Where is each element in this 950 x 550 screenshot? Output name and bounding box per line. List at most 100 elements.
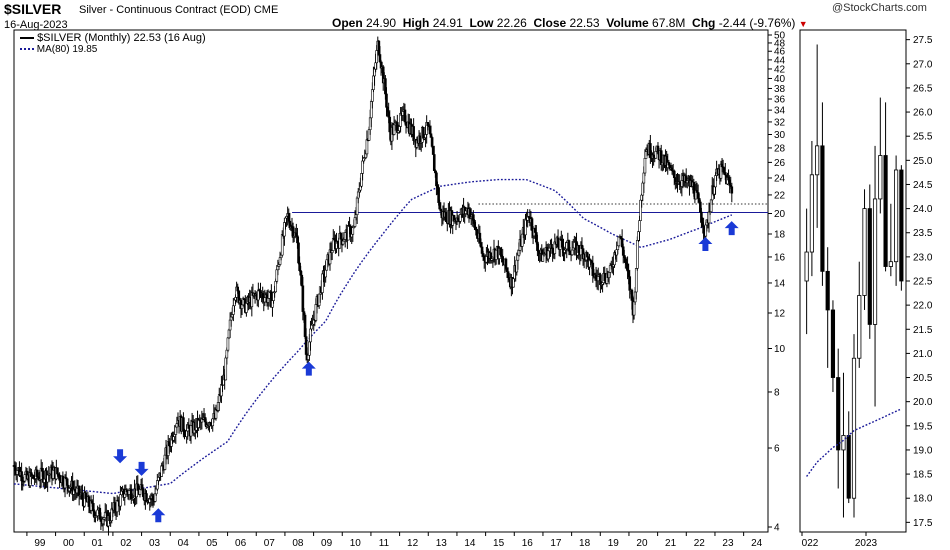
low-label: Low — [469, 16, 494, 30]
close-label: Close — [533, 16, 567, 30]
main-x-tick-label: 11 — [379, 538, 390, 549]
main-x-tick-label: 10 — [350, 538, 362, 549]
zoom-x-tick-label: 2023 — [855, 538, 878, 549]
main-x-tick-label: 00 — [63, 538, 75, 549]
main-candle — [432, 154, 436, 171]
zoom-y-tick-label: 23.0 — [913, 252, 933, 263]
main-x-tick-label: 07 — [264, 538, 276, 549]
main-x-tick-label: 12 — [407, 538, 419, 549]
main-x-tick-label: 09 — [321, 538, 333, 549]
zoom-candle — [878, 155, 883, 200]
main-candle — [634, 268, 638, 293]
high-label: High — [402, 16, 430, 30]
description: Silver - Continuous Contract (EOD) — [79, 4, 251, 16]
main-candle — [115, 499, 119, 513]
main-x-tick-label: 16 — [522, 538, 534, 549]
exchange: CME — [253, 4, 279, 16]
main-candle — [504, 258, 508, 269]
zoom-candle — [899, 169, 904, 282]
main-y-tick-label: 46 — [774, 47, 786, 58]
zoom-candle — [851, 357, 857, 499]
main-x-tick-label: 18 — [579, 538, 591, 549]
up-arrow-icon — [724, 221, 739, 236]
zoom-y-tick-label: 17.5 — [913, 518, 933, 529]
zoom-candle — [883, 155, 888, 267]
main-candle — [119, 494, 122, 507]
zoom-y-tick-label: 21.0 — [913, 349, 933, 360]
main-x-tick-label: 05 — [206, 538, 218, 549]
zoom-y-tick-label: 27.5 — [913, 35, 933, 46]
main-y-tick-label: 20 — [774, 209, 786, 220]
main-candle — [724, 172, 727, 176]
ma-legend-icon — [20, 48, 34, 51]
main-candle — [730, 186, 734, 194]
main-candle — [226, 337, 230, 351]
zoom-y-tick-label: 26.5 — [913, 83, 933, 94]
up-arrow-icon — [698, 236, 713, 251]
main-candle — [365, 139, 369, 155]
price-legend-icon — [20, 37, 34, 40]
close-value: 22.53 — [569, 16, 600, 30]
zoom-y-tick-label: 18.0 — [913, 494, 933, 505]
main-candle — [310, 324, 313, 330]
main-y-tick-label: 40 — [774, 74, 786, 85]
main-y-tick-label: 6 — [774, 444, 780, 455]
up-arrow-icon — [151, 508, 166, 523]
ma80-line — [13, 178, 733, 495]
ohlc-readout: Open 24.90 High 24.91 Low 22.26 Close 22… — [332, 16, 808, 30]
chart-date: 16-Aug-2023 — [4, 19, 68, 31]
main-candle — [51, 469, 55, 479]
main-candle — [430, 137, 434, 147]
main-y-tick-label: 44 — [774, 55, 786, 66]
zoom-candle — [862, 208, 867, 296]
zoom-y-tick-label: 22.0 — [913, 301, 933, 312]
main-y-tick-label: 14 — [774, 278, 786, 289]
zoom-y-tick-label: 26.0 — [913, 108, 933, 119]
main-x-tick-label: 21 — [665, 538, 677, 549]
main-candle — [636, 240, 639, 269]
main-candles — [12, 36, 734, 536]
chg-label: Chg — [692, 16, 716, 30]
symbol: $SILVER — [4, 1, 62, 17]
main-x-tick-label: 24 — [751, 538, 763, 549]
main-y-tick-label: 50 — [774, 31, 786, 42]
zoom-y-tick-label: 19.0 — [913, 445, 933, 456]
zoom-candle — [867, 208, 872, 325]
zoom-y-tick-label: 27.0 — [913, 59, 933, 70]
zoom-y-tick-label: 24.0 — [913, 204, 933, 215]
volume-label: Volume — [606, 16, 649, 30]
zoom-candle — [820, 145, 825, 272]
zoom-y-tick-label: 19.5 — [913, 421, 933, 432]
down-arrow-icon — [134, 461, 149, 476]
zoom-candle — [825, 270, 830, 311]
zoom-candle — [894, 169, 899, 263]
zoom-y-tick-label: 21.5 — [913, 325, 933, 336]
main-y-tick-label: 8 — [774, 387, 780, 398]
main-candle — [339, 233, 343, 240]
legend-price: $SILVER (Monthly) 22.53 (16 Aug) — [20, 32, 206, 44]
main-x-tick-label: 19 — [608, 538, 620, 549]
main-x-tick-label: 06 — [235, 538, 247, 549]
main-y-tick-label: 42 — [774, 64, 786, 75]
main-x-tick-label: 23 — [722, 538, 734, 549]
main-candle — [643, 158, 647, 174]
main-x-tick-label: 14 — [464, 538, 476, 549]
volume-value: 67.8M — [652, 16, 686, 30]
zoom-candle — [836, 377, 841, 451]
main-plot-frame — [13, 29, 769, 533]
low-value: 22.26 — [496, 16, 527, 30]
zoom-y-tick-label: 20.0 — [913, 397, 933, 408]
main-candle — [570, 249, 574, 256]
main-y-tick-label: 12 — [774, 308, 786, 319]
zoom-candle — [857, 295, 862, 359]
main-x-tick-label: 20 — [636, 538, 648, 549]
zoom-candle — [846, 435, 851, 499]
watermark: @StockCharts.com — [832, 2, 927, 14]
main-candle — [324, 269, 327, 278]
main-x-tick-label: 99 — [34, 538, 46, 549]
main-y-tick-label: 38 — [774, 84, 786, 95]
zoom-candle — [872, 198, 878, 325]
legend-price-label: $SILVER (Monthly) 22.53 (16 Aug) — [37, 32, 206, 44]
